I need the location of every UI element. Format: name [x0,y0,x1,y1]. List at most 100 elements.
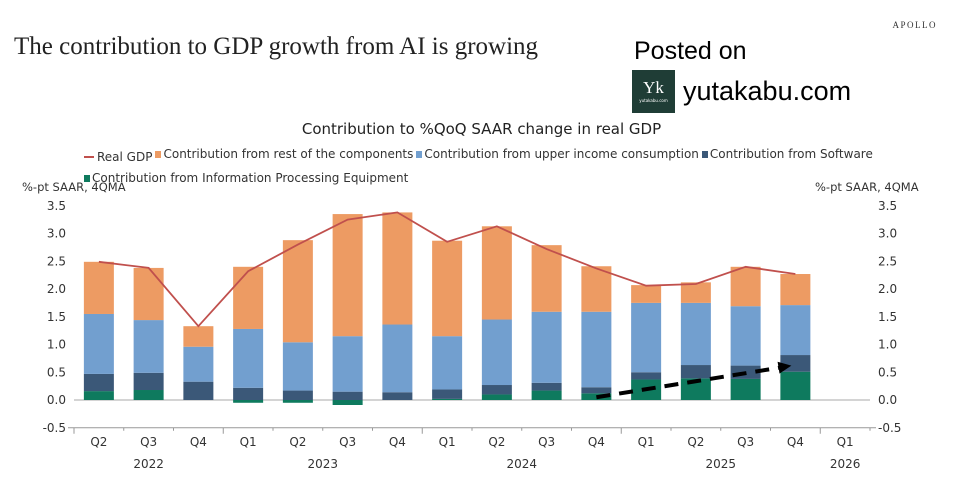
bar-segment [332,214,363,337]
x-tick-label: Q4 [389,435,406,449]
x-tick-label: Q4 [787,435,804,449]
watermark-site[interactable]: Yk yutakabu.com yutakabu.com [632,70,851,113]
posted-on-label: Posted on [634,37,747,65]
bar-segment [481,319,512,386]
bar-segment [133,320,164,373]
bar-segment [780,371,811,400]
headline: The contribution to GDP growth from AI i… [14,33,539,60]
bar-segment [581,266,612,312]
bar-segment [481,394,512,400]
year-label: 2026 [830,457,861,471]
y-tick-label-left: 2.5 [47,254,66,268]
bar-segment [282,342,313,391]
site-name[interactable]: yutakabu.com [683,76,852,106]
x-tick-label: Q2 [687,435,704,449]
x-tick-label: Q2 [289,435,306,449]
bar-segment [481,385,512,395]
bar-segment [233,328,264,388]
legend-label: Contribution from upper income consumpti… [424,147,699,161]
bar-segment [680,302,711,366]
bar-segment [631,379,662,400]
x-tick-label: Q3 [538,435,555,449]
logo-small-text: yutakabu.com [639,98,668,103]
bar-segment [133,267,164,321]
x-tick-label: Q1 [837,435,854,449]
bar-segment [432,398,463,400]
chart-legend: Real GDP Contribution from rest of the co… [84,144,904,189]
bar-segment [332,400,363,405]
bar-segment [233,400,264,403]
bar-segment [581,311,612,388]
bar-segment [780,274,811,306]
year-label: 2023 [307,457,338,471]
x-tick-label: Q4 [588,435,605,449]
y-tick-label-left: 3.0 [47,227,66,241]
legend-color-swatch [701,151,708,158]
bar-segment [531,311,562,383]
bar-segment [581,393,612,400]
bar-segment [382,324,413,393]
left-axis-unit: %-pt SAAR, 4QMA [22,180,126,194]
y-tick-label-left: 0.0 [47,393,66,407]
bar-segment [780,355,811,372]
bar-segment [133,390,164,400]
y-tick-label-left: 1.5 [47,310,66,324]
bar-segment [282,400,313,403]
bar-segment [183,381,214,400]
chart-title: Contribution to %QoQ SAAR change in real… [301,120,662,138]
bar-segment [332,391,363,400]
legend-item: Contribution from Information Processing… [84,168,408,189]
year-label: 2025 [705,457,736,471]
yutakabu-logo-icon: Yk yutakabu.com [632,70,675,113]
y-tick-label-left: -0.5 [43,421,66,435]
legend-color-swatch [155,151,162,158]
legend-label: Contribution from Information Processing… [92,170,409,185]
legend-color-swatch [84,174,90,182]
y-tick-label-right: 0.0 [878,393,897,407]
y-tick-label-right: 2.0 [878,282,897,296]
y-tick-label-right: 1.0 [878,338,897,352]
bar-segment [680,365,711,379]
bar-segment [432,240,463,337]
bar-segment [382,392,413,400]
y-tick-label-left: 3.5 [47,199,66,213]
bar-segment [432,389,463,399]
x-tick-label: Q2 [488,435,505,449]
bar-segment [531,390,562,400]
bar-segment [282,390,313,400]
bar-segment [730,378,761,400]
x-tick-label: Q1 [240,435,257,449]
y-tick-label-right: -0.5 [878,421,901,435]
x-tick-label: Q2 [90,435,107,449]
bar-segment [531,245,562,312]
y-tick-label-right: 3.5 [878,199,897,213]
bar-segment [83,373,114,392]
y-tick-label-right: 0.5 [878,365,897,379]
bar-segment [481,226,512,320]
bar-segment [581,387,612,394]
bar-segment [183,326,214,347]
logo-mark: Yk [643,78,664,97]
year-label: 2024 [506,457,537,471]
bar-segment [133,372,164,391]
bar-segment [432,336,463,390]
bar-segment [233,266,264,329]
x-tick-label: Q1 [439,435,456,449]
y-tick-label-right: 3.0 [878,227,897,241]
bar-segment [332,336,363,392]
x-tick-label: Q3 [339,435,356,449]
apollo-brand: APOLLO [892,20,937,30]
trend-arrow-line [596,365,784,400]
bar-segment [631,372,662,380]
y-tick-label-left: 1.0 [47,338,66,352]
bar-segment [83,313,114,374]
legend-label: Contribution from Software [709,147,873,161]
legend-line-swatch [84,156,94,158]
legend-label: Contribution from rest of the components [163,147,414,161]
bar-segment [83,391,114,400]
legend-color-swatch [416,151,423,158]
legend-item: Contribution from Software [701,144,873,165]
y-tick-label-left: 0.5 [47,365,66,379]
legend-item: Contribution from upper income consumpti… [416,144,699,165]
bar-segment [730,266,761,307]
